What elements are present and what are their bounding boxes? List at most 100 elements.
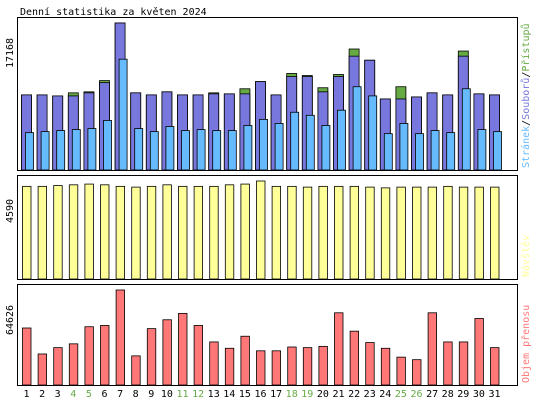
- bar-visits-day-12: [193, 185, 204, 280]
- bar-kbytes-day-3: [53, 347, 63, 386]
- bar-kbytes-day-11: [178, 313, 188, 386]
- bar-visits-day-24: [380, 187, 391, 280]
- bar-visits-day-4: [68, 184, 79, 280]
- bar-pages-day-30: [477, 129, 487, 171]
- bar-pages-day-24: [383, 133, 393, 171]
- bar-kbytes-day-8: [131, 355, 141, 386]
- x-tick-label-day-12: 12: [192, 389, 204, 400]
- bar-visits-day-21: [334, 185, 344, 280]
- bar-kbytes-day-31: [490, 347, 500, 386]
- legend-kbytes: Objem přenosu: [520, 305, 532, 383]
- bar-kbytes-day-25: [396, 356, 406, 386]
- x-tick-label-day-13: 13: [208, 389, 220, 400]
- bar-visits-day-17: [271, 185, 282, 280]
- bar-visits-day-7: [115, 185, 125, 280]
- bar-pages-day-25: [399, 123, 409, 171]
- bar-pages-day-9: [149, 131, 159, 171]
- bar-kbytes-day-5: [84, 326, 94, 386]
- bar-visits-day-10: [162, 184, 172, 280]
- legend-visits: Návštěv: [520, 235, 532, 277]
- bar-kbytes-day-10: [162, 319, 172, 386]
- x-tick-label-day-16: 16: [254, 389, 266, 400]
- bar-pages-day-17: [274, 123, 284, 171]
- x-tick-label-day-2: 2: [39, 389, 45, 400]
- bar-pages-day-18: [290, 111, 300, 171]
- bar-pages-day-23: [368, 95, 378, 171]
- bar-visits-day-19: [302, 186, 313, 280]
- bar-visits-day-2: [37, 185, 47, 280]
- bar-pages-day-20: [321, 125, 331, 171]
- x-tick-label-day-20: 20: [317, 389, 329, 400]
- bar-pages-day-11: [181, 130, 190, 171]
- bar-pages-day-7: [118, 58, 128, 171]
- bar-visits-day-30: [474, 186, 484, 280]
- bar-kbytes-day-9: [146, 328, 157, 386]
- bar-kbytes-day-24: [380, 347, 391, 386]
- panel-kbytes: 64626 Objem přenosu: [5, 284, 532, 386]
- bar-visits-day-23: [365, 186, 375, 280]
- legend-entry: Přístupů: [520, 23, 532, 71]
- bar-visits-day-22: [349, 185, 360, 280]
- bar-visits-day-9: [146, 185, 157, 280]
- x-tick-label-day-30: 30: [473, 389, 485, 400]
- x-tick-label-day-22: 22: [348, 389, 360, 400]
- bar-pages-day-28: [446, 132, 456, 171]
- bar-pages-day-13: [212, 130, 222, 171]
- bar-kbytes-day-28: [443, 341, 453, 386]
- bar-pages-day-1: [25, 132, 34, 171]
- bar-visits-day-11: [178, 185, 188, 280]
- bar-kbytes-day-16: [256, 350, 266, 386]
- bar-visits-day-25: [396, 186, 406, 280]
- legend-entry: Návštěv: [520, 235, 532, 277]
- x-tick-label-day-8: 8: [133, 389, 139, 400]
- bar-kbytes-day-27: [427, 312, 438, 386]
- bar-visits-day-8: [131, 186, 141, 280]
- bar-kbytes-day-26: [412, 359, 422, 386]
- x-tick-label-day-17: 17: [270, 389, 282, 400]
- bar-visits-day-26: [412, 186, 422, 280]
- bar-kbytes-day-7: [115, 289, 125, 386]
- bar-pages-day-2: [40, 131, 50, 171]
- x-tick-label-day-14: 14: [223, 389, 235, 400]
- bar-kbytes-day-1: [22, 327, 32, 386]
- y-max-label-visits: 4590: [5, 199, 16, 223]
- x-tick-label-day-6: 6: [101, 389, 107, 400]
- bar-kbytes-day-23: [365, 342, 375, 386]
- bar-pages-day-19: [305, 114, 315, 171]
- bar-pages-day-31: [493, 131, 502, 171]
- legend-entry: Stránek: [520, 126, 532, 168]
- x-tick-label-day-9: 9: [148, 389, 154, 400]
- bar-pages-day-27: [430, 130, 440, 171]
- x-tick-label-day-18: 18: [286, 389, 298, 400]
- x-tick-label-day-5: 5: [86, 389, 92, 400]
- x-tick-label-day-26: 26: [410, 389, 422, 400]
- bar-kbytes-day-17: [271, 350, 282, 386]
- bar-pages-day-3: [56, 130, 66, 171]
- bar-kbytes-day-18: [287, 346, 297, 386]
- bar-kbytes-day-15: [240, 335, 250, 386]
- bar-visits-day-14: [224, 184, 235, 280]
- x-tick-label-day-19: 19: [301, 389, 313, 400]
- bar-pages-day-15: [243, 125, 253, 171]
- bar-visits-day-15: [240, 183, 250, 280]
- x-tick-label-day-11: 11: [176, 389, 188, 400]
- x-tick-label-day-28: 28: [442, 389, 454, 400]
- bar-visits-day-3: [53, 185, 63, 280]
- x-tick-label-day-27: 27: [426, 389, 438, 400]
- bar-kbytes-day-12: [193, 325, 204, 386]
- bar-pages-day-21: [337, 109, 346, 171]
- bar-visits-day-1: [22, 185, 32, 280]
- x-tick-label-day-24: 24: [379, 389, 391, 400]
- bar-kbytes-day-19: [302, 347, 313, 386]
- x-tick-label-day-29: 29: [457, 389, 469, 400]
- bar-kbytes-day-21: [334, 312, 344, 386]
- bar-visits-day-20: [318, 185, 328, 280]
- bar-pages-day-10: [165, 126, 175, 171]
- bar-visits-day-6: [100, 184, 110, 280]
- legend-entry: Souborů: [520, 78, 532, 120]
- bar-pages-day-12: [196, 129, 206, 171]
- x-tick-label-day-4: 4: [70, 389, 76, 400]
- bar-kbytes-day-4: [68, 343, 79, 386]
